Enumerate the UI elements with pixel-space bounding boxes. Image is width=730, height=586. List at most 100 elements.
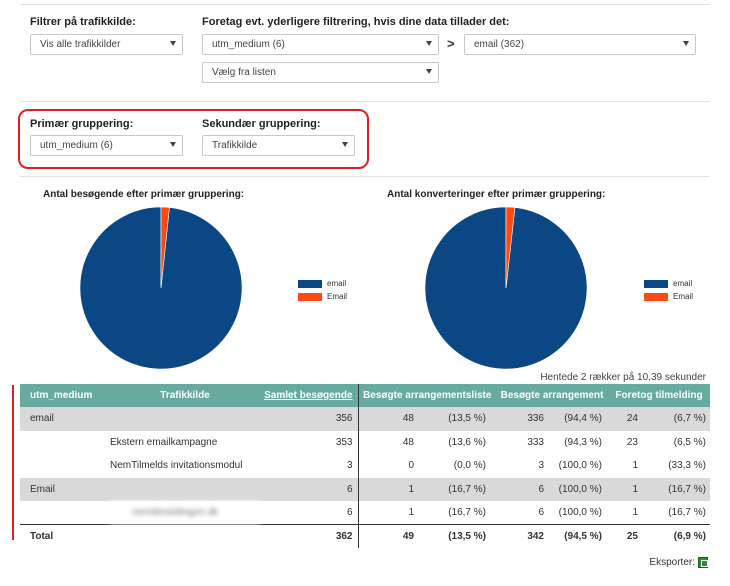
source-filter-select[interactable]: Vis alle trafikkilder [30,34,183,55]
table-row: nemtilmeldingen.dk 6 1 (16,7 %) 6 (100,0… [20,501,710,525]
results-table: utm_medium Trafikkilde Samlet besøgende … [20,384,710,548]
cell-utm-medium: email [20,407,110,431]
table-row: NemTilmelds invitationsmodul 3 0 (0,0 %)… [20,454,710,478]
total-tilm-count: 25 [608,524,652,548]
cell-arr-count: 333 [496,430,544,454]
chevron-down-icon [342,142,348,147]
header-utm-medium[interactable]: utm_medium [20,384,110,407]
cell-liste-count: 48 [358,407,414,431]
further-value-value: email (362) [474,39,525,50]
total-liste-count: 49 [358,524,414,548]
conversions-legend-Email: Email [644,292,693,301]
table-row: Email 6 1 (16,7 %) 6 (100,0 %) 1 (16,7 %… [20,477,710,501]
conversions-chart-title: Antal konverteringer efter primær gruppe… [387,189,606,200]
primary-grouping-value: utm_medium (6) [40,140,113,151]
legend-swatch [644,292,668,301]
further-value-select[interactable]: email (362) [464,34,696,55]
cell-tilm-pct: (33,3 %) [652,454,710,478]
further-filter-label: Foretag evt. yderligere filtrering, hvis… [202,16,510,28]
cell-tilm-count: 24 [608,407,652,431]
total-arr-count: 342 [496,524,544,548]
cell-arr-count: 6 [496,477,544,501]
cell-utm-medium: Email [20,477,110,501]
conversions-legend-email: email [644,279,692,288]
legend-swatch [298,279,322,288]
visitors-legend-Email: Email [298,292,347,301]
export-link[interactable]: Eksporter: [649,557,708,568]
table-total-row: Total 362 49 (13,5 %) 342 (94,5 %) 25 (6… [20,524,710,548]
cell-trafikkilde: NemTilmelds invitationsmodul [110,454,260,478]
header-besogte-arrangementsliste[interactable]: Besøgte arrangementsliste [358,384,496,407]
cell-liste-pct: (0,0 %) [414,454,496,478]
header-besogte-arrangement[interactable]: Besøgte arrangement [496,384,608,407]
cell-samlet: 353 [260,430,359,454]
visitors-chart-title: Antal besøgende efter primær gruppering: [43,189,245,200]
header-trafikkilde[interactable]: Trafikkilde [110,384,260,407]
filters-divider [20,101,710,102]
cell-arr-pct: (94,4 %) [544,407,608,431]
chevron-down-icon [426,41,432,46]
pie-slice-Email [160,207,170,289]
conversions-pie-chart [425,207,587,369]
cell-trafikkilde: Ekstern emailkampagne [110,430,260,454]
total-liste-pct: (13,5 %) [414,524,496,548]
total-label: Total [20,524,110,548]
cell-samlet: 6 [260,501,359,525]
cell-tilm-count: 1 [608,477,652,501]
cell-tilm-count: 1 [608,501,652,525]
chevron-down-icon [170,41,176,46]
secondary-grouping-label: Sekundær gruppering: [202,118,321,130]
total-arr-pct: (94,5 %) [544,524,608,548]
pie-slice-Email [505,207,516,289]
cell-liste-pct: (16,7 %) [414,501,496,525]
cell-liste-count: 48 [358,430,414,454]
cell-trafikkilde [110,407,260,431]
cell-utm-medium [20,501,110,525]
legend-swatch [298,292,322,301]
further-dimension-value: utm_medium (6) [212,39,285,50]
excel-icon[interactable] [698,557,708,568]
cell-arr-count: 336 [496,407,544,431]
cell-samlet: 3 [260,454,359,478]
top-divider [20,4,710,5]
source-filter-label: Filtrer på trafikkilde: [30,16,136,28]
further-dimension-select[interactable]: utm_medium (6) [202,34,439,55]
header-samlet-besogende[interactable]: Samlet besøgende [260,384,359,407]
visitors-pie-chart [80,207,242,369]
table-row: Ekstern emailkampagne 353 48 (13,6 %) 33… [20,430,710,454]
chevron-down-icon [683,41,689,46]
cell-utm-medium [20,454,110,478]
cell-tilm-count: 1 [608,454,652,478]
visitors-legend-email: email [298,279,346,288]
legend-label: email [673,279,693,288]
chevron-down-icon [170,142,176,147]
cell-trafikkilde [110,477,260,501]
cell-tilm-pct: (6,5 %) [652,430,710,454]
secondary-grouping-select[interactable]: Trafikkilde [202,135,355,156]
cell-liste-pct: (13,6 %) [414,430,496,454]
header-foretog-tilmelding[interactable]: Foretog tilmelding [608,384,710,407]
cell-arr-pct: (94,3 %) [544,430,608,454]
cell-samlet: 6 [260,477,359,501]
primary-grouping-label: Primær gruppering: [30,118,134,130]
cell-liste-count: 1 [358,501,414,525]
cell-arr-pct: (100,0 %) [544,501,608,525]
total-tilm-pct: (6,9 %) [652,524,710,548]
secondary-grouping-value: Trafikkilde [212,140,258,151]
primary-grouping-select[interactable]: utm_medium (6) [30,135,183,156]
grouping-divider [20,176,710,177]
list-select-placeholder: Vælg fra listen [212,67,276,78]
legend-label: Email [327,292,348,301]
cell-arr-pct: (100,0 %) [544,477,608,501]
legend-label: email [327,279,347,288]
source-filter-value: Vis alle trafikkilder [40,39,121,50]
cell-liste-count: 0 [358,454,414,478]
list-select[interactable]: Vælg fra listen [202,62,439,83]
cell-liste-pct: (16,7 %) [414,477,496,501]
table-row: email 356 48 (13,5 %) 336 (94,4 %) 24 (6… [20,407,710,431]
export-label: Eksporter: [649,557,695,569]
table-highlight-line [12,385,14,540]
total-empty [110,524,260,548]
legend-label: Email [673,292,694,301]
cell-utm-medium [20,430,110,454]
